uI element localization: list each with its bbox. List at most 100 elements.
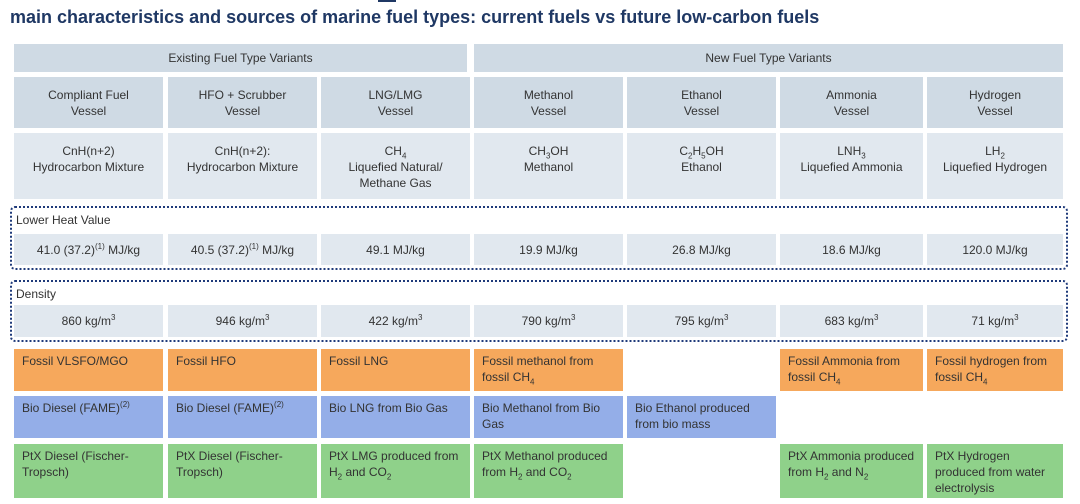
vessel-header: LNG/LMG Vessel — [321, 77, 470, 128]
lower-heat-value-cell: 26.8 MJ/kg — [627, 234, 776, 265]
density-cell: 946 kg/m3 — [168, 305, 317, 337]
fuel-description: Hydrocarbon Mixture — [32, 160, 145, 174]
fuel-description: Hydrocarbon Mixture — [186, 160, 299, 174]
composition-text: C2H5OH Ethanol — [679, 143, 723, 175]
density-cell: 860 kg/m3 — [14, 305, 163, 337]
fossil-source-cell: Fossil LNG — [321, 349, 470, 391]
density-value: 422 kg/m3 — [368, 313, 423, 329]
vessel-header: Methanol Vessel — [474, 77, 623, 128]
ptx-source-text: PtX Diesel (Fischer-Tropsch) — [176, 449, 283, 479]
group-header-label: Existing Fuel Type Variants — [168, 51, 313, 65]
density-cell: 683 kg/m3 — [780, 305, 923, 337]
fossil-source-text: Fossil LNG — [329, 354, 389, 368]
lower-heat-value-cell: 18.6 MJ/kg — [780, 234, 923, 265]
composition-text: LNH3 Liquefied Ammonia — [800, 143, 902, 175]
bio-source-text: Bio Ethanol produced from bio mass — [635, 401, 750, 431]
lower-heat-value-cell: 49.1 MJ/kg — [321, 234, 470, 265]
chemical-formula: C2H5OH — [679, 144, 724, 161]
lower-heat-value: 40.5 (37.2)(1) MJ/kg — [190, 241, 295, 257]
fuel-description: Methanol — [523, 160, 574, 174]
bio-source-text: Bio Diesel (FAME)(2) — [22, 400, 130, 416]
chemical-formula: CH4 — [384, 144, 407, 161]
ptx-source-text: PtX Methanol produced from H2 and CO2 — [482, 449, 608, 482]
fuel-description: Liquefied Ammonia — [800, 160, 903, 174]
fossil-source-cell: Fossil methanol from fossil CH4 — [474, 349, 623, 391]
lower-heat-value-cell: 120.0 MJ/kg — [927, 234, 1063, 265]
composition-text: CH3OH Methanol — [524, 143, 573, 175]
composition-cell: LH2 Liquefied Hydrogen — [927, 133, 1063, 199]
vessel-name: Compliant Fuel — [48, 87, 129, 102]
bio-source-text: Bio Diesel (FAME)(2) — [176, 400, 284, 416]
vessel-name: LNG/LMG — [368, 87, 423, 102]
ptx-source-text: PtX Diesel (Fischer-Tropsch) — [22, 449, 129, 479]
vessel-header-text: LNG/LMG Vessel — [368, 87, 422, 119]
lower-heat-value: 120.0 MJ/kg — [962, 242, 1028, 257]
vessel-suffix: Vessel — [683, 103, 720, 118]
bio-source-cell: Bio LNG from Bio Gas — [321, 396, 470, 438]
group-header-existing: Existing Fuel Type Variants — [14, 44, 467, 72]
group-header-label: New Fuel Type Variants — [705, 51, 832, 65]
fuel-description: Liquefied Hydrogen — [942, 160, 1048, 174]
chemical-formula: LH2 — [985, 144, 1005, 161]
lower-heat-value: 19.9 MJ/kg — [519, 242, 578, 257]
density-value: 946 kg/m3 — [215, 313, 270, 329]
vessel-header-text: Compliant Fuel Vessel — [48, 87, 129, 119]
fossil-source-text: Fossil hydrogen from fossil CH4 — [935, 354, 1048, 387]
bio-source-cell: Bio Diesel (FAME)(2) — [14, 396, 163, 438]
lower-heat-value: 49.1 MJ/kg — [366, 242, 425, 257]
lower-heat-value-cell: 40.5 (37.2)(1) MJ/kg — [168, 234, 317, 265]
composition-cell: CH3OH Methanol — [474, 133, 623, 199]
ptx-source-cell: PtX LMG produced from H2 and CO2 — [321, 444, 470, 498]
density-cell: 422 kg/m3 — [321, 305, 470, 337]
lower-heat-value-box — [10, 206, 1068, 270]
page-title: main characteristics and sources of mari… — [10, 7, 820, 27]
chemical-formula: CH3OH — [528, 144, 569, 161]
vessel-suffix: Vessel — [70, 103, 107, 118]
fossil-source-text: Fossil HFO — [176, 354, 236, 368]
vessel-name: Ethanol — [681, 87, 722, 102]
density-value: 790 kg/m3 — [521, 313, 576, 329]
composition-text: CH4 Liquefied Natural/Methane Gas — [348, 143, 442, 191]
vessel-suffix: Vessel — [377, 103, 414, 118]
vessel-suffix: Vessel — [833, 103, 870, 118]
composition-cell: C2H5OH Ethanol — [627, 133, 776, 199]
fossil-source-cell: Fossil HFO — [168, 349, 317, 391]
fuel-description: Ethanol — [681, 160, 722, 174]
fossil-source-cell: Fossil Ammonia from fossil CH4 — [780, 349, 923, 391]
density-cell: 790 kg/m3 — [474, 305, 623, 337]
density-cell: 71 kg/m3 — [927, 305, 1063, 337]
title-mark — [378, 0, 396, 2]
lower-heat-value-cell: 41.0 (37.2)(1) MJ/kg — [14, 234, 163, 265]
composition-cell: CnH(n+2) Hydrocarbon Mixture — [14, 133, 163, 199]
bio-source-cell: Bio Ethanol produced from bio mass — [627, 396, 776, 438]
vessel-name: HFO + Scrubber — [198, 87, 287, 102]
lower-heat-value: 41.0 (37.2)(1) MJ/kg — [36, 241, 141, 257]
vessel-header: Ammonia Vessel — [780, 77, 923, 128]
composition-cell: CH4 Liquefied Natural/Methane Gas — [321, 133, 470, 199]
fuel-description-cont: Methane Gas — [359, 176, 432, 190]
ptx-source-text: PtX Ammonia produced from H2 and N2 — [788, 449, 915, 482]
vessel-header: Hydrogen Vessel — [927, 77, 1063, 128]
lower-heat-value: 18.6 MJ/kg — [822, 242, 881, 257]
lower-heat-value-cell: 19.9 MJ/kg — [474, 234, 623, 265]
density-value: 683 kg/m3 — [824, 313, 879, 329]
fossil-source-cell: Fossil VLSFO/MGO — [14, 349, 163, 391]
composition-text: CnH(n+2): Hydrocarbon Mixture — [187, 143, 298, 175]
composition-cell: LNH3 Liquefied Ammonia — [780, 133, 923, 199]
ptx-source-cell: PtX Ammonia produced from H2 and N2 — [780, 444, 923, 498]
fossil-source-cell: Fossil hydrogen from fossil CH4 — [927, 349, 1063, 391]
vessel-header-text: Ammonia Vessel — [826, 87, 877, 119]
density-label: Density — [16, 287, 57, 301]
composition-text: LH2 Liquefied Hydrogen — [943, 143, 1047, 175]
density-value: 795 kg/m3 — [674, 313, 729, 329]
ptx-source-text: PtX Hydrogen produced from water electro… — [935, 449, 1046, 495]
vessel-header: HFO + Scrubber Vessel — [168, 77, 317, 128]
vessel-name: Ammonia — [826, 87, 877, 102]
vessel-name: Methanol — [523, 87, 574, 102]
chemical-formula: CnH(n+2): — [214, 144, 271, 158]
vessel-suffix: Vessel — [977, 103, 1013, 118]
bio-source-cell: Bio Methanol from Bio Gas — [474, 396, 623, 438]
density-box — [10, 280, 1068, 342]
vessel-header-text: Methanol Vessel — [524, 87, 573, 119]
density-value: 860 kg/m3 — [61, 313, 116, 329]
